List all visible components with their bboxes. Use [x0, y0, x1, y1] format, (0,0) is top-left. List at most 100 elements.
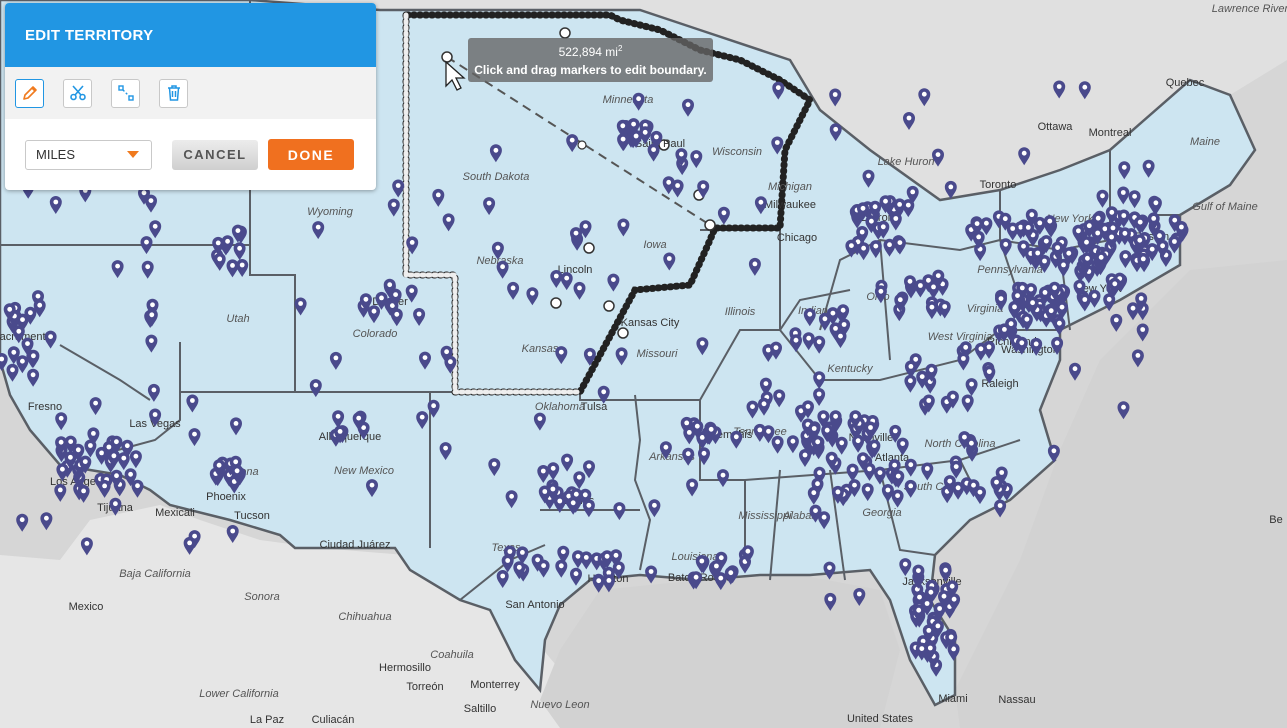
location-pin-icon[interactable]	[965, 378, 978, 397]
location-pin-icon[interactable]	[16, 355, 29, 374]
location-pin-icon[interactable]	[573, 281, 586, 300]
location-pin-icon[interactable]	[309, 379, 322, 398]
boundary-marker[interactable]	[704, 219, 716, 231]
location-pin-icon[interactable]	[416, 411, 429, 430]
location-pin-icon[interactable]	[680, 416, 693, 435]
location-pin-icon[interactable]	[848, 479, 861, 498]
location-pin-icon[interactable]	[864, 421, 877, 440]
location-pin-icon[interactable]	[131, 479, 144, 498]
location-pin-icon[interactable]	[821, 424, 834, 443]
location-pin-icon[interactable]	[899, 558, 912, 577]
location-pin-icon[interactable]	[183, 536, 196, 555]
location-pin-icon[interactable]	[1127, 302, 1139, 321]
location-pin-icon[interactable]	[786, 435, 799, 454]
location-pin-icon[interactable]	[916, 370, 929, 389]
location-pin-icon[interactable]	[221, 235, 234, 254]
location-pin-icon[interactable]	[697, 180, 710, 199]
location-pin-icon[interactable]	[741, 545, 754, 564]
location-pin-icon[interactable]	[1118, 227, 1131, 246]
location-pin-icon[interactable]	[24, 306, 37, 325]
location-pin-icon[interactable]	[690, 150, 703, 169]
location-pin-icon[interactable]	[212, 236, 225, 255]
location-pin-icon[interactable]	[811, 477, 824, 496]
location-pin-icon[interactable]	[918, 88, 931, 107]
location-pin-icon[interactable]	[948, 593, 961, 612]
location-pin-icon[interactable]	[33, 299, 46, 318]
location-pin-icon[interactable]	[856, 226, 869, 244]
location-pin-icon[interactable]	[1103, 293, 1116, 312]
location-pin-icon[interactable]	[831, 485, 844, 504]
location-pin-icon[interactable]	[893, 236, 906, 255]
location-pin-icon[interactable]	[226, 259, 239, 278]
location-pin-icon[interactable]	[943, 475, 956, 494]
location-pin-icon[interactable]	[1135, 292, 1148, 311]
location-pin-icon[interactable]	[927, 280, 940, 299]
location-pin-icon[interactable]	[1043, 215, 1056, 234]
location-pin-icon[interactable]	[387, 198, 400, 217]
boundary-marker[interactable]	[441, 51, 453, 63]
location-pin-icon[interactable]	[837, 304, 850, 323]
location-pin-icon[interactable]	[1107, 221, 1119, 240]
location-pin-icon[interactable]	[145, 194, 157, 213]
location-pin-icon[interactable]	[1015, 336, 1028, 355]
location-pin-icon[interactable]	[491, 241, 504, 260]
location-pin-icon[interactable]	[893, 198, 906, 217]
location-pin-icon[interactable]	[107, 449, 120, 468]
location-pin-icon[interactable]	[817, 410, 830, 429]
location-pin-icon[interactable]	[835, 436, 848, 455]
location-pin-icon[interactable]	[950, 460, 963, 479]
location-pin-icon[interactable]	[939, 564, 952, 583]
location-pin-icon[interactable]	[32, 290, 44, 309]
location-pin-icon[interactable]	[852, 434, 865, 453]
location-pin-icon[interactable]	[1119, 250, 1132, 269]
location-pin-icon[interactable]	[359, 293, 372, 312]
location-pin-icon[interactable]	[89, 397, 102, 416]
location-pin-icon[interactable]	[1146, 243, 1159, 262]
location-pin-icon[interactable]	[1045, 304, 1058, 323]
location-pin-icon[interactable]	[607, 273, 620, 292]
location-pin-icon[interactable]	[1083, 219, 1096, 238]
location-pin-icon[interactable]	[809, 504, 822, 523]
location-pin-icon[interactable]	[567, 496, 580, 515]
location-pin-icon[interactable]	[1016, 281, 1029, 300]
location-pin-icon[interactable]	[691, 420, 704, 439]
unit-select[interactable]: MILES	[25, 139, 152, 170]
location-pins[interactable]	[0, 80, 1189, 677]
location-pin-icon[interactable]	[601, 550, 614, 569]
location-pin-icon[interactable]	[1088, 289, 1101, 308]
location-pin-icon[interactable]	[526, 287, 539, 306]
location-pin-icon[interactable]	[546, 483, 559, 501]
boundary-marker[interactable]	[550, 297, 562, 309]
location-pin-icon[interactable]	[64, 435, 77, 454]
location-pin-icon[interactable]	[869, 200, 882, 219]
location-pin-icon[interactable]	[990, 476, 1003, 495]
location-pin-icon[interactable]	[869, 240, 882, 259]
location-pin-icon[interactable]	[861, 483, 874, 502]
location-pin-icon[interactable]	[229, 455, 242, 474]
location-pin-icon[interactable]	[617, 218, 630, 237]
location-pin-icon[interactable]	[489, 144, 502, 163]
location-pin-icon[interactable]	[772, 81, 785, 100]
location-pin-icon[interactable]	[1105, 206, 1118, 225]
location-pin-icon[interactable]	[1022, 221, 1035, 240]
location-pin-icon[interactable]	[616, 119, 629, 138]
location-pin-icon[interactable]	[912, 564, 925, 583]
location-pin-icon[interactable]	[762, 425, 775, 444]
location-pin-icon[interactable]	[825, 451, 838, 470]
location-pin-icon[interactable]	[145, 308, 158, 327]
location-pin-icon[interactable]	[944, 180, 957, 199]
location-pin-icon[interactable]	[690, 571, 703, 590]
location-pin-icon[interactable]	[838, 318, 851, 337]
location-pin-icon[interactable]	[773, 389, 786, 408]
location-pin-icon[interactable]	[994, 499, 1007, 518]
location-pin-icon[interactable]	[87, 427, 100, 446]
location-pin-icon[interactable]	[1080, 236, 1093, 255]
location-pin-icon[interactable]	[995, 466, 1008, 485]
location-pin-icon[interactable]	[121, 439, 134, 458]
location-pin-icon[interactable]	[230, 417, 242, 436]
location-pin-icon[interactable]	[1078, 293, 1091, 312]
location-pin-icon[interactable]	[952, 481, 965, 500]
location-pin-icon[interactable]	[903, 112, 915, 130]
draw-tool-button[interactable]	[15, 78, 44, 108]
location-pin-icon[interactable]	[55, 412, 68, 431]
